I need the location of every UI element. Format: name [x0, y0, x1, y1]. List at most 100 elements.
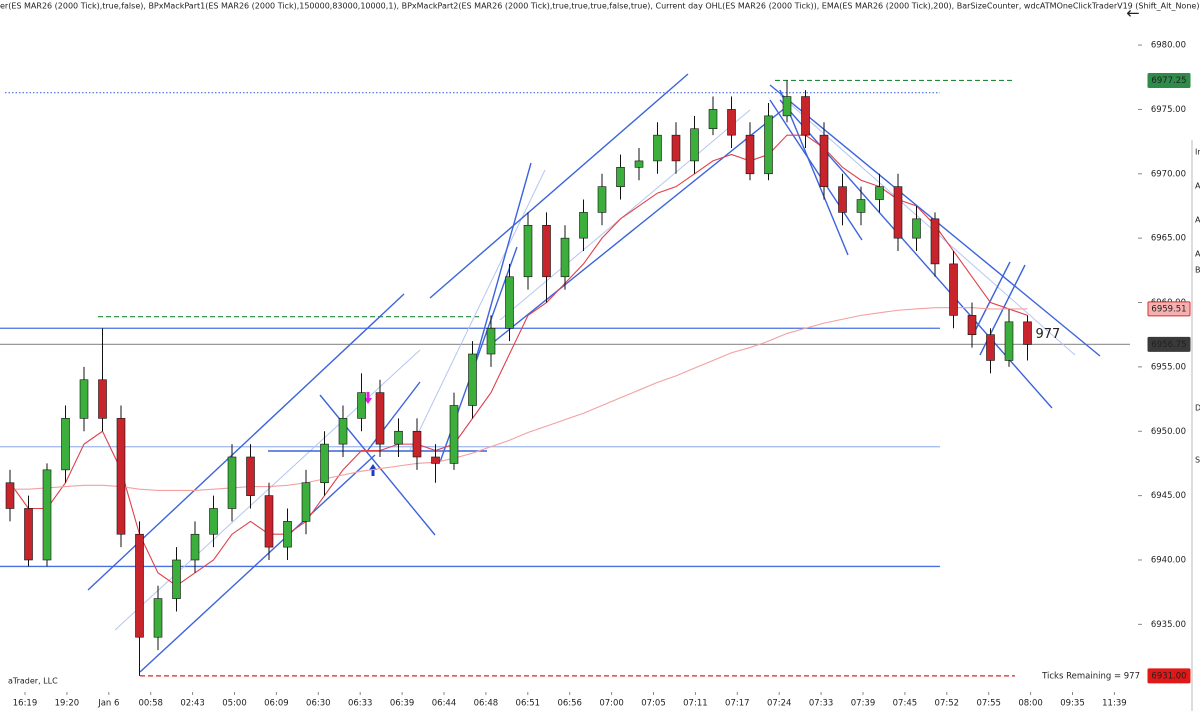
price-marker [1147, 668, 1191, 684]
candle-body [616, 167, 625, 187]
candle-body [357, 392, 366, 419]
candle-body [542, 224, 551, 278]
x-tick-label: 06:56 [557, 699, 582, 709]
candle-body [801, 96, 810, 136]
side-panel-text: A [1195, 250, 1200, 259]
side-panel-text: A [1195, 216, 1200, 225]
x-tick-label: 06:51 [516, 699, 541, 709]
trendline [429, 73, 689, 299]
candle-body [727, 109, 736, 136]
candle-body [394, 430, 403, 445]
candle-body [301, 482, 311, 522]
price-marker-label: 6956.75 [1151, 340, 1186, 350]
x-tick-label: 11:39 [1102, 699, 1127, 709]
trendline [499, 109, 751, 321]
x-tick-label: 06:48 [474, 699, 499, 709]
x-tick-label: 07:24 [767, 699, 792, 709]
trendline [779, 94, 1076, 356]
trendline [972, 261, 1011, 336]
trendline [489, 107, 786, 346]
candle-body [135, 533, 144, 638]
x-tick-label: 06:39 [390, 699, 415, 709]
candle-body [764, 115, 773, 175]
x-tick-label: 07:33 [809, 699, 834, 709]
y-tick-label: 6940.00 [1151, 555, 1186, 565]
x-tick-label: 05:00 [222, 699, 247, 709]
trendline [409, 169, 546, 451]
y-tick-label: 6970.00 [1151, 169, 1186, 179]
price-marker-label: 6959.51 [1151, 304, 1186, 314]
side-panel-text: A [1195, 182, 1200, 191]
ticks-remaining: Ticks Remaining = 977 [1041, 672, 1140, 682]
x-tick-label: 06:30 [306, 699, 331, 709]
price-marker [1147, 336, 1191, 352]
moving-average [10, 307, 1028, 492]
candle-body [412, 430, 422, 458]
price-marker [1147, 72, 1191, 88]
axes: 6980.006975.006970.006965.006960.006955.… [13, 41, 1191, 709]
candle-body [98, 379, 107, 419]
side-panel-text: B [1195, 266, 1200, 275]
indicator-header: er(ES MAR26 (2000 Tick),true,false), BPx… [0, 2, 1199, 11]
candle-body [320, 443, 329, 484]
candle-body [338, 418, 348, 445]
candle-body [708, 109, 718, 130]
candle-body [745, 134, 755, 175]
x-tick-label: 16:19 [13, 699, 38, 709]
x-tick-label: 00:58 [138, 699, 163, 709]
back-button[interactable]: ← [1126, 4, 1139, 23]
candle-body [930, 218, 940, 265]
candle-body [838, 186, 847, 213]
signal-arrow [364, 392, 372, 404]
bar-counter: 977 [1036, 327, 1061, 342]
candle-body [597, 186, 607, 213]
candle-body [523, 224, 533, 278]
x-tick-label: 09:35 [1060, 699, 1085, 709]
candle-body [431, 456, 440, 464]
side-panel-text: D [1195, 404, 1200, 413]
candle-body [671, 134, 681, 162]
candle-body [986, 334, 995, 361]
candle-body [912, 218, 921, 239]
trendline [139, 454, 376, 673]
candle-body [264, 495, 274, 548]
candle-body [560, 237, 570, 278]
candle-body [209, 508, 218, 535]
price-marker [1147, 301, 1191, 317]
candle-body [819, 134, 829, 187]
candle-body [190, 533, 200, 561]
candle-body [468, 353, 477, 406]
x-tick-label: 19:20 [55, 699, 80, 709]
candle-body [116, 418, 126, 535]
candle-body [949, 263, 958, 316]
candle-body [690, 128, 699, 162]
trendline [779, 89, 849, 256]
y-tick-label: 6975.00 [1151, 105, 1186, 115]
x-tick-label: 07:45 [893, 699, 918, 709]
copyright: aTrader, LLC [8, 677, 58, 686]
x-tick-label: 07:39 [851, 699, 876, 709]
trendline [469, 162, 532, 381]
candle-body [875, 186, 884, 200]
y-tick-label: 6955.00 [1151, 362, 1186, 372]
candle-body [782, 96, 792, 117]
x-tick-label: 08:00 [1018, 699, 1043, 709]
x-tick-label: 06:33 [348, 699, 373, 709]
levels [0, 79, 1130, 677]
candle-body [227, 456, 237, 509]
x-tick-label: Jan 6 [97, 699, 119, 709]
y-tick-label: 6950.00 [1151, 427, 1186, 437]
x-tick-label: 07:52 [935, 699, 960, 709]
x-tick-label: 07:11 [683, 699, 708, 709]
candle-body [893, 186, 903, 239]
side-panel-text: Ir [1195, 148, 1200, 157]
candle-body [1004, 321, 1014, 361]
candle-body [967, 315, 977, 336]
candle-body [61, 418, 70, 471]
x-tick-label: 07:00 [599, 699, 624, 709]
candle-body [579, 212, 588, 239]
x-tick-label: 02:43 [180, 699, 205, 709]
candle-body [153, 598, 163, 638]
side-panel-text: S [1195, 456, 1200, 465]
